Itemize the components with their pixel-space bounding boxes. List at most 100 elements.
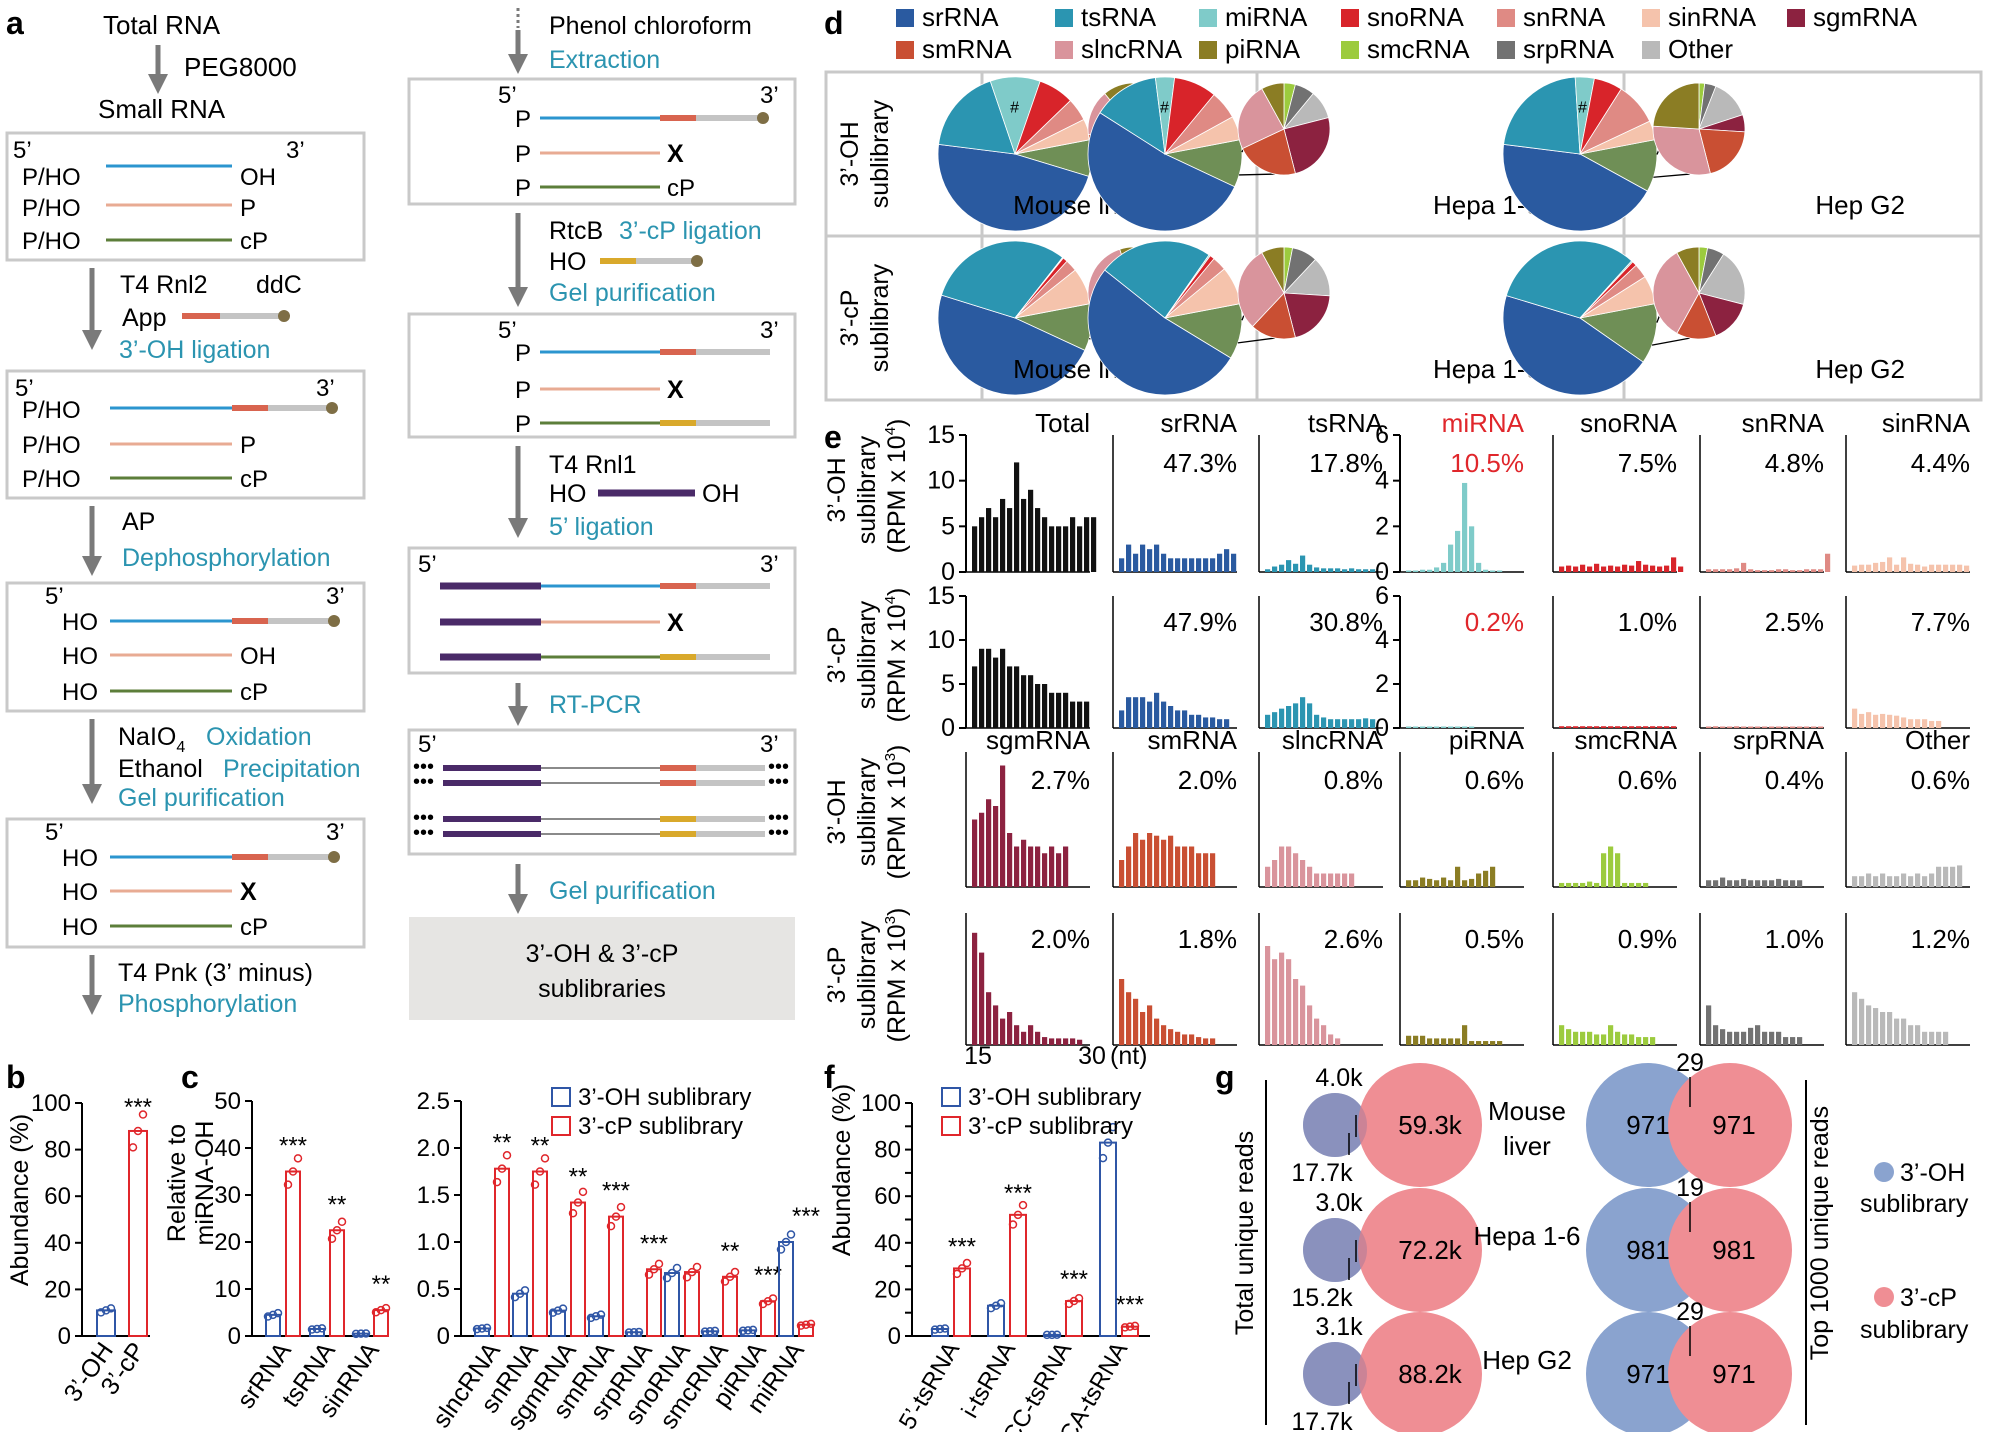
oh-label: OH [702,480,740,508]
histogram-bar [1406,726,1412,728]
bar-cp [373,1309,389,1338]
end-label: P [515,141,531,168]
histogram-bar [1070,1038,1076,1045]
e-panel-pct: 47.3% [1163,448,1237,478]
histogram-bar [1035,508,1041,572]
significance: *** [1116,1292,1144,1319]
e-panel-title: snRNA [1742,408,1825,438]
histogram-bar [1797,570,1803,572]
histogram-bar [1894,564,1900,572]
pcr-products: ••• ••• ••• ••• ••• ••• ••• ••• [413,756,789,844]
g-sample-label: Hepa 1-6 [1474,1221,1581,1251]
end-label: P/HO [22,228,81,255]
histogram-bar [1929,873,1935,887]
data-point [101,1306,111,1315]
histogram-bar [1042,853,1048,887]
zoom-line [1237,337,1275,344]
bar-oh [512,1292,528,1337]
chart-e: 0 5 10 15 Total srRNA 47.3% tsRNA 17.8% 0 2 4 6 miRNA… [927,408,1971,1046]
histogram-bar [1866,1005,1872,1045]
histogram-bar [1335,873,1341,887]
data-point [781,1237,791,1247]
histogram-bar [1056,692,1062,728]
ddc-dot [757,112,769,124]
histogram-bar [1210,717,1216,728]
gel-label: Gel purification [118,784,285,812]
histogram-bar [1622,564,1628,572]
histogram-bar [1755,726,1761,728]
data-point [1008,1220,1018,1229]
histogram-bar [1476,873,1482,887]
histogram-bar [1922,876,1928,887]
venn-cp [1668,1312,1792,1436]
panel-label-g: g [1215,1059,1235,1095]
histogram-bar [1196,853,1202,887]
histogram-bar [1818,726,1824,728]
data-point [128,1143,138,1152]
histogram-bar [1175,1031,1181,1045]
histogram-bar [1650,726,1656,728]
histogram-bar [1161,701,1167,728]
chart-f: 020406080100***5’-tsRNA***i-tsRNA***3’-C… [861,1090,1150,1437]
significance: *** [640,1230,668,1257]
histogram-bar [972,819,978,887]
y-tick-label: 0 [1375,714,1389,742]
bar-cp [285,1170,301,1337]
legend-label: snoRNA [1367,2,1464,32]
rtpcr-label: RT-PCR [549,691,642,719]
venn-oh-label: 971 [1626,1359,1669,1389]
five-ligation-label: 5’ ligation [549,513,654,541]
histogram-bar [1873,1008,1879,1045]
histogram-bar [1224,719,1230,728]
histogram-bar [1056,853,1062,887]
e-row4-sup: 3 [882,916,899,924]
histogram-bar [1063,846,1069,887]
data-point [482,1323,492,1333]
end-label: HO [62,679,98,706]
histogram-bar [1182,710,1188,728]
histogram-bar [1314,873,1320,887]
histogram-bar [1363,569,1369,572]
histogram-bar [1203,717,1209,728]
app-label: App [122,304,166,332]
y-tick-label: 60 [44,1183,71,1210]
g-right-axis: Top 1000 unique reads [1806,1106,1834,1360]
histogram-bar [1734,726,1740,728]
data-point [502,1151,512,1160]
histogram-bar [1455,726,1461,728]
histogram-bar [1559,1025,1565,1045]
significance: ** [328,1191,347,1218]
e-panel-title: tsRNA [1308,408,1384,438]
legend-d: srRNA tsRNA miRNA snoRNA snRNA sinRNA sgmRNA sm… [896,2,1918,64]
venn-cp-label: 971 [1712,1110,1755,1140]
box-oh-ligated [5,369,366,500]
bar [128,1129,148,1337]
histogram-bar [972,526,978,572]
legend-cp: 3’-cP sublibrary [578,1113,743,1140]
end-label: HO [62,609,98,636]
small-rna-label: Small RNA [98,94,226,124]
pie-slice [937,294,1086,396]
histogram-bar [1713,569,1719,572]
y-tick-label: 10 [214,1276,241,1303]
venn-overlap [1303,1218,1367,1282]
legend-swatch [1055,41,1073,59]
histogram-bar [1908,563,1914,572]
ap-label: AP [122,508,155,536]
histogram-bar [1462,726,1468,728]
histogram-bar [1866,564,1872,572]
histogram-bar [1594,882,1600,887]
histogram-bar [1028,489,1034,572]
histogram-bar [1413,1035,1419,1045]
histogram-bar [1594,563,1600,572]
pie-slice [1087,269,1232,396]
legend-label: miRNA [1225,2,1308,32]
histogram-bar [1014,1025,1020,1045]
histogram-bar [1300,555,1306,572]
data-point [952,1269,962,1279]
histogram-bar [1161,839,1167,887]
histogram-bar [1706,726,1712,728]
end-label: HO [62,643,98,670]
histogram-bar [1566,1029,1572,1045]
